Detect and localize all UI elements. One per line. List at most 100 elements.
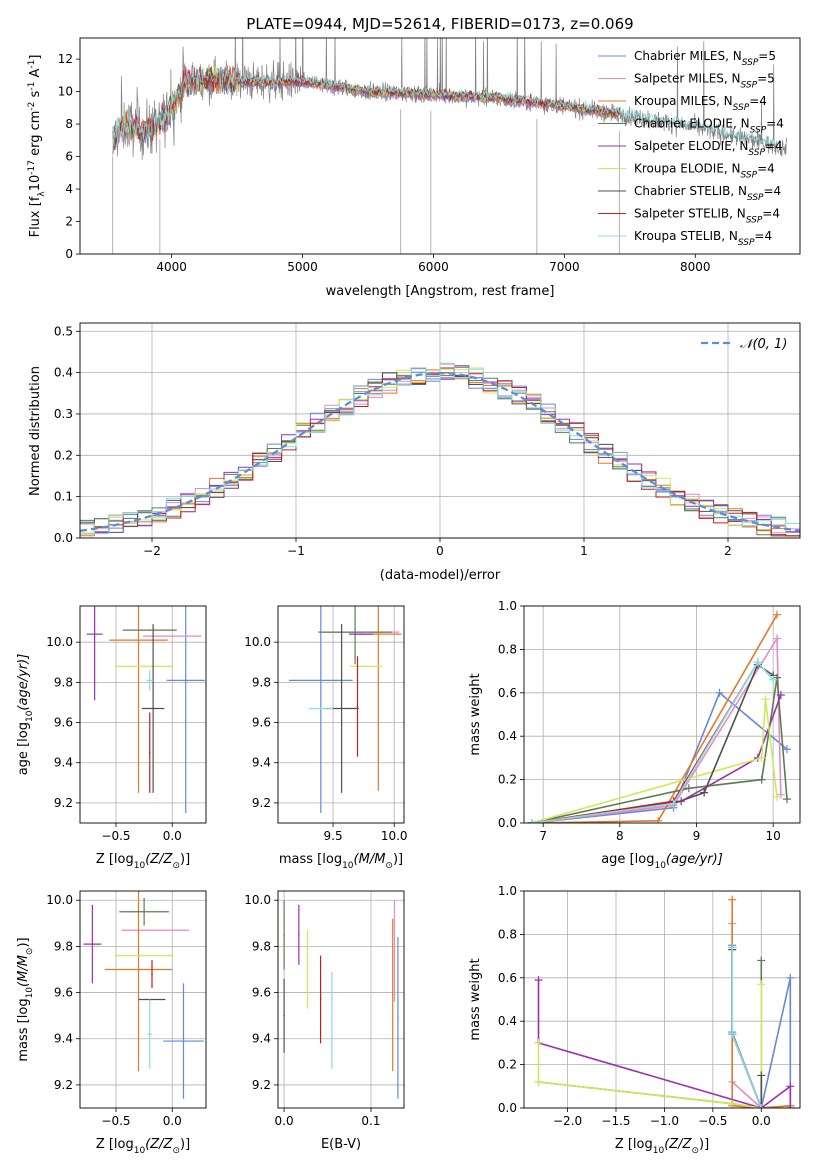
weight-marker bbox=[753, 658, 762, 667]
legend-label: Chabrier MILES, NSSP=5 bbox=[634, 49, 776, 68]
x-tick-label: −2.0 bbox=[553, 1114, 582, 1128]
x-tick-label: 0.0 bbox=[163, 1114, 182, 1128]
plot-area bbox=[534, 895, 795, 1108]
plot-area bbox=[80, 362, 800, 537]
x-tick-label: 1 bbox=[580, 544, 588, 558]
y-tick-label: 0.0 bbox=[54, 531, 73, 545]
y-tick-label: 9.6 bbox=[252, 986, 271, 1000]
y-tick-label: 0.4 bbox=[54, 366, 73, 380]
data-point bbox=[171, 635, 174, 637]
data-point bbox=[320, 679, 322, 682]
weight-series-line bbox=[731, 949, 763, 1108]
x-axis-label: Z [log10(Z/Z⊙)] bbox=[615, 1137, 709, 1156]
plot-area bbox=[86, 606, 205, 813]
weight-series-line bbox=[531, 699, 778, 823]
x-tick-label: 9.5 bbox=[324, 829, 343, 843]
x-axis-label: age [log10(age/yr)] bbox=[601, 852, 723, 871]
y-tick-label: 0.2 bbox=[54, 448, 73, 462]
weight-marker bbox=[728, 895, 737, 904]
y-tick-label: 10.0 bbox=[46, 635, 73, 649]
plot-area bbox=[83, 891, 204, 1099]
x-tick-label: 10.0 bbox=[381, 829, 408, 843]
data-point bbox=[340, 707, 343, 710]
y-tick-label: 9.4 bbox=[252, 1032, 271, 1046]
y-tick-label: 0.2 bbox=[498, 1058, 517, 1072]
y-tick-label: 12 bbox=[58, 52, 73, 66]
data-point bbox=[93, 633, 96, 635]
legend-label: 𝒩(0, 1) bbox=[740, 337, 787, 352]
weight-series-line bbox=[731, 947, 763, 1108]
y-tick-label: 0.1 bbox=[54, 490, 73, 504]
data-point bbox=[393, 950, 396, 952]
panel-spectrum: 4000 5000 6000 7000 8000 0 2 4 6 8 10 12 Chabrier MI… bbox=[27, 37, 801, 299]
y-tick-label: 9.8 bbox=[54, 675, 73, 689]
model-spectrum bbox=[112, 66, 781, 150]
y-tick-label: 9.4 bbox=[252, 756, 271, 770]
x-tick-label: 2 bbox=[724, 544, 732, 558]
data-point bbox=[143, 665, 145, 668]
weight-series-line bbox=[531, 677, 788, 823]
y-tick-label: 9.2 bbox=[252, 796, 271, 810]
weight-marker bbox=[757, 956, 766, 965]
x-axis-label: (data-model)/error bbox=[380, 568, 501, 583]
y-tick-label: 0.6 bbox=[498, 686, 517, 700]
y-tick-label: 9.8 bbox=[54, 939, 73, 953]
weight-marker bbox=[757, 1104, 766, 1108]
y-tick-label: 0.8 bbox=[498, 927, 517, 941]
axes-frame bbox=[523, 605, 801, 824]
weight-marker bbox=[534, 1038, 543, 1047]
weight-marker bbox=[773, 634, 781, 643]
y-axis-label: age [log10(age/yr)] bbox=[16, 654, 35, 776]
panel-age-vs-Z: −0.5 0.0 9.2 9.4 9.6 9.8 10.0 Z [log10(Z/Z⊙)] ag… bbox=[16, 605, 207, 871]
y-tick-label: 9.8 bbox=[252, 939, 271, 953]
x-tick-label: −2 bbox=[143, 544, 161, 558]
x-tick-label: 9 bbox=[693, 829, 701, 843]
data-point bbox=[137, 968, 140, 971]
weight-marker bbox=[761, 695, 770, 704]
data-point bbox=[397, 1017, 399, 1019]
weight-marker bbox=[776, 790, 785, 799]
panel-mass-vs-Z: −0.5 0.0 9.2 9.4 9.6 9.8 10.0 Z [log10(Z/Z⊙)] ma… bbox=[16, 890, 207, 1156]
weight-series-line bbox=[531, 661, 774, 823]
x-tick-label: 0.0 bbox=[163, 829, 182, 843]
axes-frame bbox=[79, 605, 207, 824]
data-point bbox=[154, 929, 157, 932]
y-axis-label: Flux [fλ10-17 erg cm-2 s-1 A-1] bbox=[27, 55, 47, 238]
panel-mass-vs-EBV: 0.0 0.1 9.2 9.4 9.6 9.8 10.0 E(B-V) bbox=[244, 890, 405, 1152]
weight-marker bbox=[534, 975, 543, 984]
legend-label: Kroupa STELIB, NSSP=4 bbox=[634, 229, 772, 248]
panel-residuals: −2 −1 0 1 2 0.0 0.1 0.2 0.3 0.4 0.5 𝒩(0, 1) (data-mo… bbox=[28, 322, 801, 583]
plot-area bbox=[112, 38, 787, 254]
y-tick-label: 0.3 bbox=[54, 407, 73, 421]
data-point bbox=[184, 679, 187, 682]
data-point bbox=[137, 639, 140, 641]
weight-series-line bbox=[537, 980, 792, 1108]
figure-title: PLATE=0944, MJD=52614, FIBERID=0173, z=0… bbox=[246, 15, 633, 33]
x-axis-label: E(B-V) bbox=[321, 1137, 361, 1152]
weight-marker bbox=[786, 1082, 795, 1091]
weight-series-line bbox=[531, 635, 782, 823]
data-point bbox=[148, 679, 151, 682]
y-tick-label: 4 bbox=[65, 182, 73, 196]
weight-series-line bbox=[537, 984, 763, 1108]
y-tick-label: 9.6 bbox=[252, 716, 271, 730]
weight-marker bbox=[715, 688, 724, 697]
data-point bbox=[152, 707, 154, 710]
y-tick-label: 0.6 bbox=[498, 971, 517, 985]
panel-age-vs-mass: 9.5 10.0 9.2 9.4 9.6 9.8 10.0 mass [log10(M/M⊙)… bbox=[244, 605, 408, 871]
data-point bbox=[151, 973, 153, 975]
data-point bbox=[306, 968, 309, 971]
weight-marker bbox=[757, 1071, 766, 1080]
weight-marker bbox=[773, 792, 781, 801]
axes-frame bbox=[79, 890, 207, 1109]
x-tick-label: 6000 bbox=[418, 260, 449, 274]
y-tick-label: 10.0 bbox=[244, 893, 271, 907]
y-tick-label: 0.0 bbox=[498, 1101, 517, 1115]
weight-marker bbox=[757, 980, 766, 989]
y-tick-label: 0.4 bbox=[498, 1014, 517, 1028]
y-axis-label: Normed distribution bbox=[28, 366, 43, 496]
weight-marker bbox=[728, 1099, 737, 1108]
data-point bbox=[151, 998, 153, 1001]
axes-frame bbox=[277, 890, 405, 1109]
